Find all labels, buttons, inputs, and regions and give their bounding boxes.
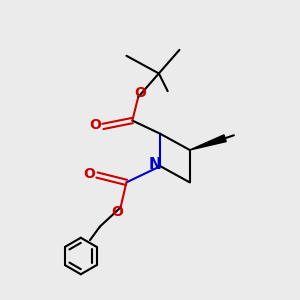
Text: O: O	[84, 167, 96, 181]
Text: O: O	[111, 205, 123, 219]
Text: O: O	[90, 118, 101, 132]
Polygon shape	[190, 135, 226, 150]
Text: N: N	[148, 157, 161, 172]
Text: O: O	[134, 86, 146, 100]
